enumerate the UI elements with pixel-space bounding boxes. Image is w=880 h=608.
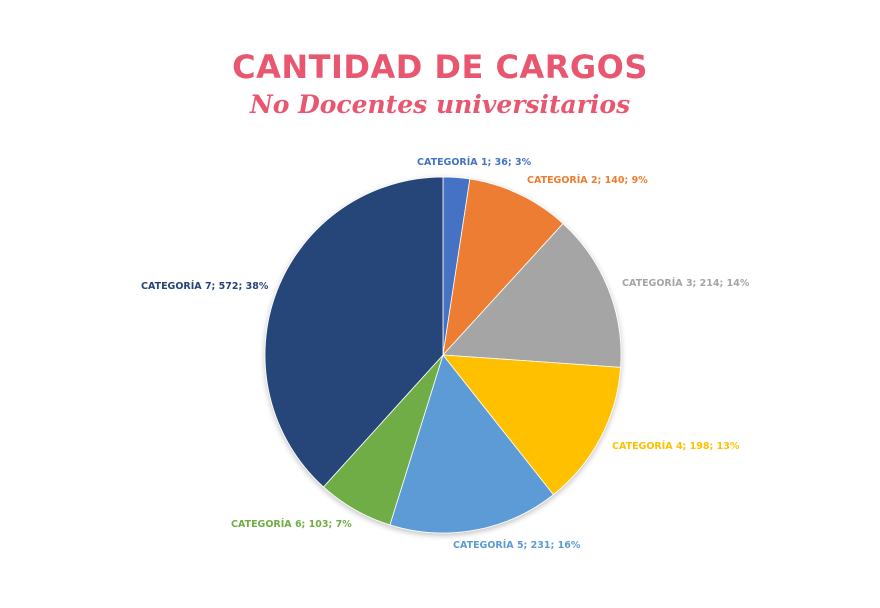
chart-subtitle: No Docentes universitarios (249, 90, 631, 119)
pie-slice-categoria-5 (389, 354, 554, 534)
pie-slice-categoria-3 (442, 223, 622, 368)
label-categoria-1: CATEGORÍA 1; 36; 3% (417, 157, 532, 168)
label-categoria-4: CATEGORÍA 4; 198; 13% (612, 441, 740, 452)
label-categoria-5: CATEGORÍA 5; 231; 16% (453, 540, 581, 551)
pie-slice-categoria-7 (264, 176, 444, 488)
label-categoria-6: CATEGORÍA 6; 103; 7% (231, 519, 352, 530)
pie-slice-categoria-4 (442, 354, 621, 496)
pie-slice-categoria-2 (442, 178, 564, 357)
label-categoria-3: CATEGORÍA 3; 214; 14% (622, 278, 750, 289)
label-categoria-2: CATEGORÍA 2; 140; 9% (527, 175, 648, 186)
chart-title: CANTIDAD DE CARGOS (232, 48, 648, 86)
pie-slices (264, 176, 622, 534)
label-categoria-7: CATEGORÍA 7; 572; 38% (141, 281, 269, 292)
